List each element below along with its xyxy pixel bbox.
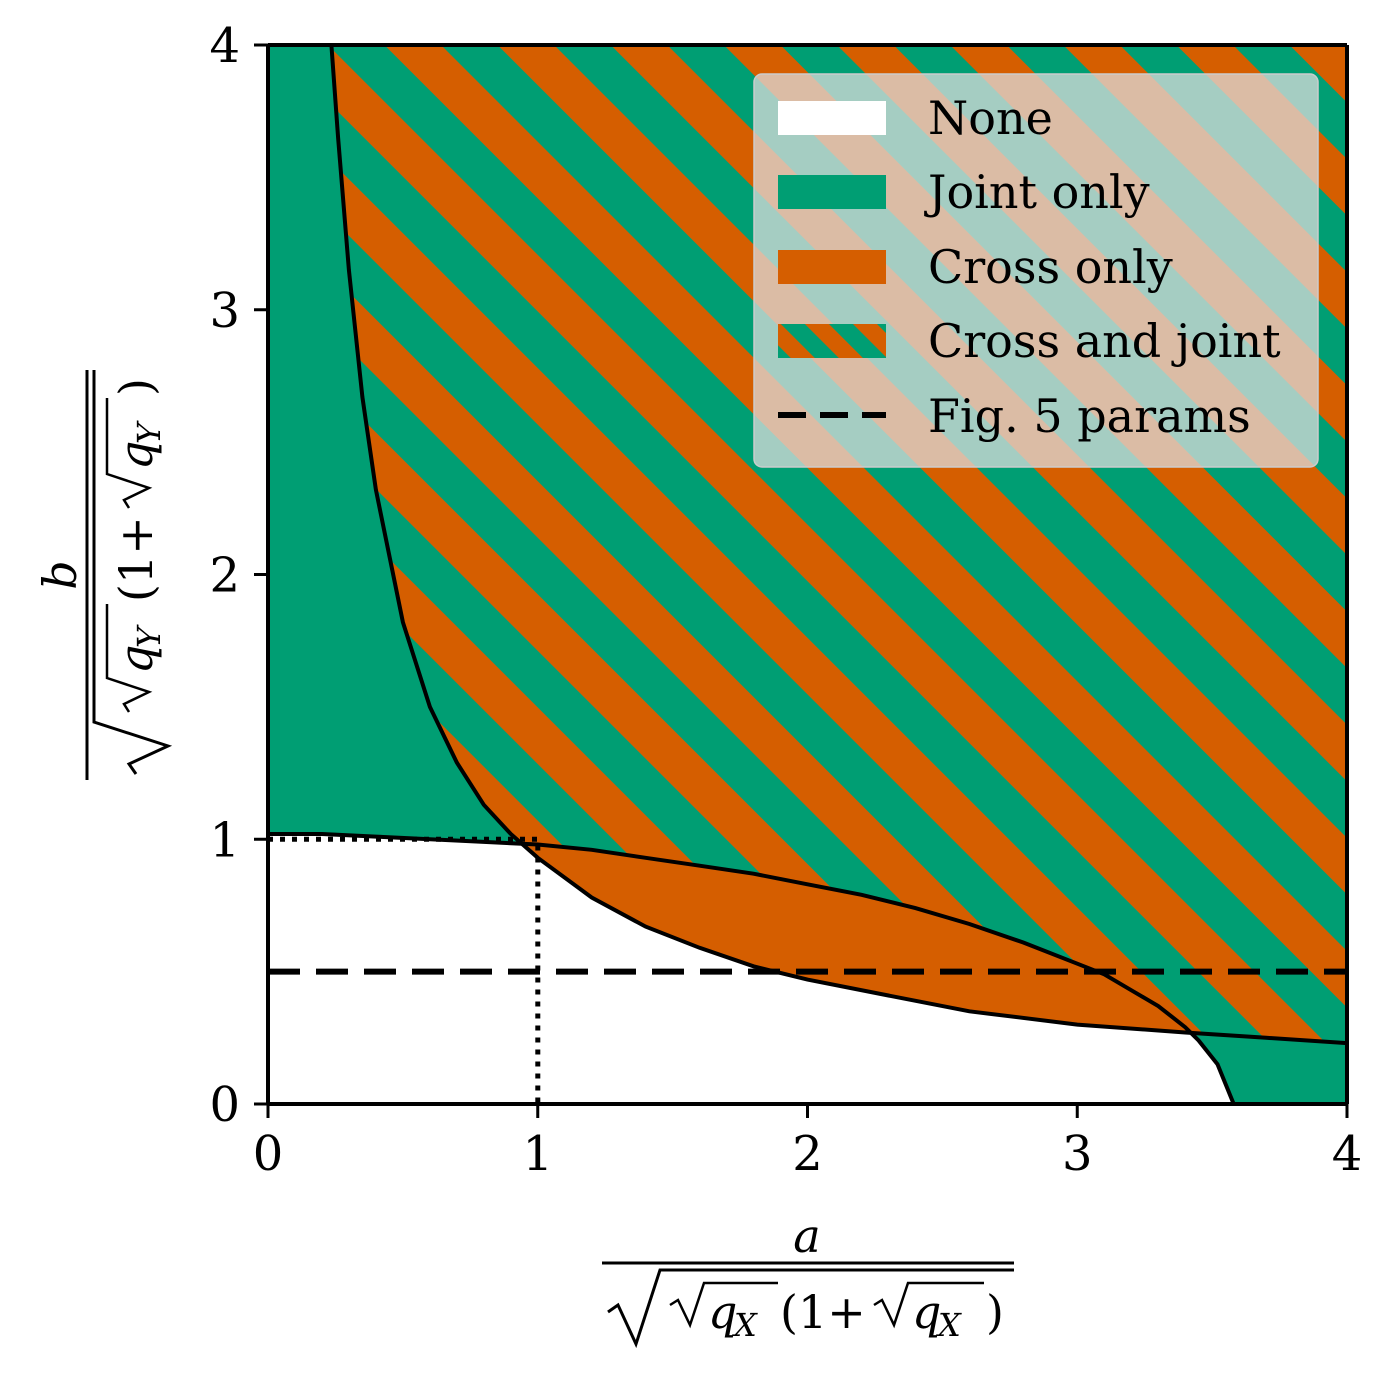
y-label-inner-radical [105, 604, 153, 713]
boundary-curve-b [329, 45, 1347, 1046]
y-tick-label: 1 [209, 812, 240, 868]
x-label-outer-radical [607, 1268, 1014, 1349]
legend-swatch-joint-only [778, 175, 886, 209]
y-label-open-paren: (1+ [109, 516, 163, 602]
x-axis-label: a q X (1+ q X ) [602, 1209, 1014, 1349]
y-tick-label: 2 [209, 548, 240, 604]
y-axis-label: b q Y (1+ q Y ) [33, 370, 173, 780]
legend: None Joint only Cross only Cross and joi… [753, 73, 1319, 468]
x-tick-label: 0 [253, 1126, 284, 1182]
legend-swatch-cross-and-joint [778, 324, 886, 358]
y-label-inner-radical-2 [105, 398, 153, 509]
y-label-q2: q [109, 441, 163, 470]
legend-item-cross-and-joint: Cross and joint [778, 314, 1281, 368]
legend-label-fig5-params: Fig. 5 params [928, 389, 1251, 443]
y-label-close-paren: ) [109, 378, 163, 396]
x-tick-label: 1 [522, 1126, 553, 1182]
legend-item-none: None [778, 91, 1053, 145]
x-label-sub2: X [935, 1306, 962, 1344]
y-tick-label: 3 [209, 283, 240, 339]
x-label-inner-radical-2 [873, 1281, 984, 1329]
legend-label-none: None [928, 91, 1053, 145]
legend-item-cross-only: Cross only [778, 240, 1173, 294]
x-tick-label: 4 [1332, 1126, 1363, 1182]
reference-dotted-lines [268, 836, 541, 1104]
y-tick-label: 0 [209, 1077, 240, 1133]
x-axis: 0 1 2 3 4 [253, 43, 1363, 1182]
x-tick-label: 3 [1062, 1126, 1093, 1182]
x-label-close-paren: ) [986, 1285, 1004, 1339]
y-label-sub2: Y [130, 420, 168, 444]
x-label-open-paren: (1+ [780, 1285, 866, 1339]
y-axis: 0 1 2 3 4 [209, 18, 1349, 1133]
y-tick-label: 4 [209, 18, 240, 74]
x-label-numerator: a [793, 1209, 820, 1263]
x-tick-label: 2 [792, 1126, 823, 1182]
x-label-q1: q [708, 1285, 737, 1339]
y-label-sub1: Y [130, 624, 168, 648]
y-label-outer-radical [92, 370, 173, 775]
legend-frame [753, 73, 1319, 468]
legend-label-cross-only: Cross only [928, 240, 1173, 294]
y-label-q1: q [109, 645, 163, 674]
legend-item-fig5-params: Fig. 5 params [778, 389, 1251, 443]
legend-item-joint-only: Joint only [778, 165, 1150, 219]
x-label-q2: q [912, 1285, 941, 1339]
boundary-curve-a [268, 832, 1236, 1104]
y-label-numerator: b [33, 560, 87, 589]
x-label-sub1: X [731, 1306, 758, 1344]
legend-label-joint-only: Joint only [924, 165, 1150, 219]
legend-swatch-none [778, 101, 886, 135]
legend-label-cross-and-joint: Cross and joint [928, 314, 1281, 368]
x-label-inner-radical [669, 1281, 778, 1329]
legend-swatch-cross-only [778, 250, 886, 284]
